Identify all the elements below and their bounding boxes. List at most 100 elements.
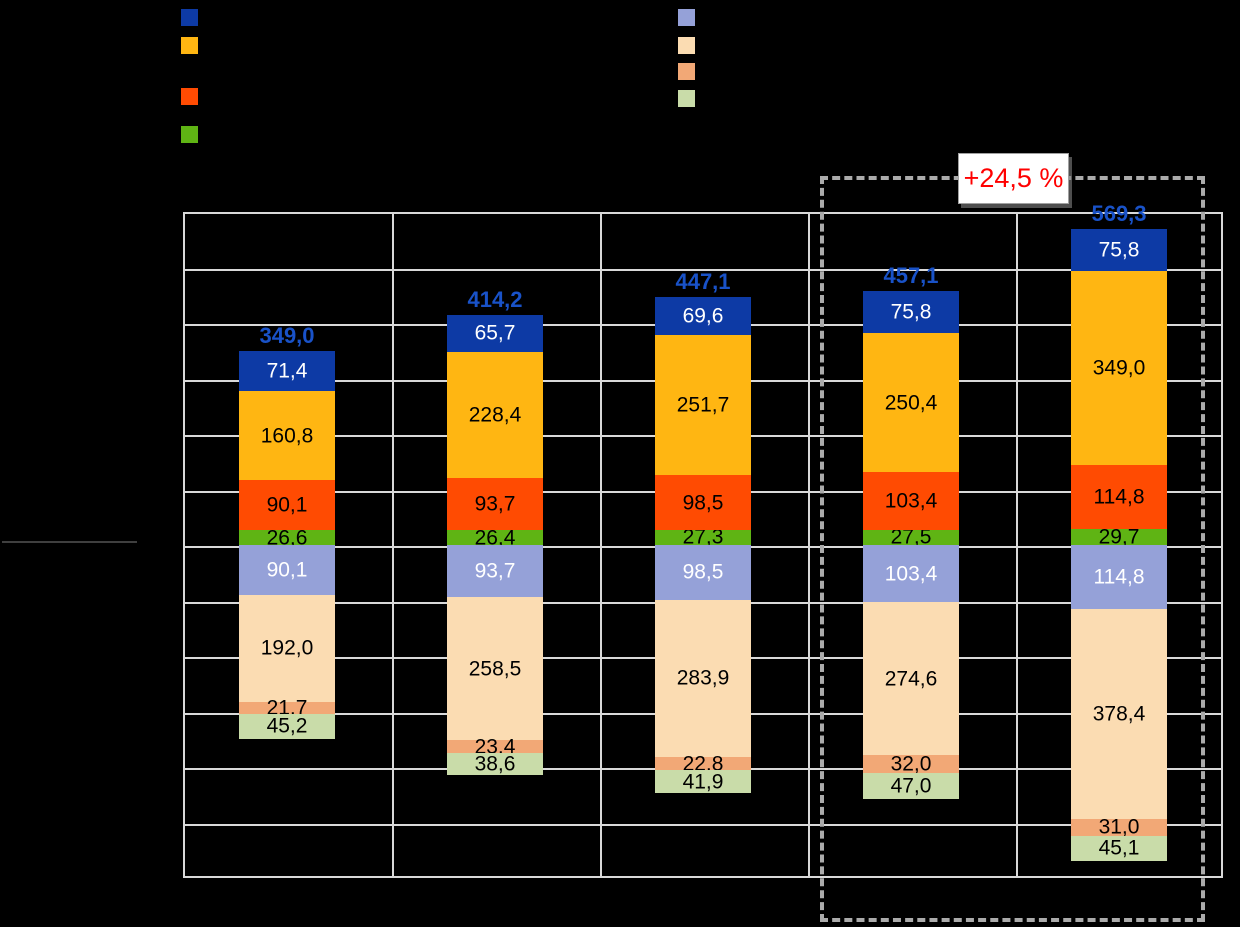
bar-segment-peach: 378,4 bbox=[1071, 608, 1167, 819]
bar-segment-amber: 251,7 bbox=[655, 335, 751, 476]
legend-swatch-amber bbox=[181, 37, 198, 54]
bar-segment-light-green: 45,1 bbox=[1071, 835, 1167, 861]
segment-value-label: 38,6 bbox=[474, 752, 516, 776]
bar-segment-dark-blue: 65,7 bbox=[447, 315, 543, 352]
bar-segment-light-green: 47,0 bbox=[863, 772, 959, 799]
bar-segment-peach: 274,6 bbox=[863, 602, 959, 755]
bar-segment-peach: 283,9 bbox=[655, 599, 751, 758]
segment-value-label: 23,4 bbox=[474, 735, 516, 759]
segment-value-label: 98,5 bbox=[682, 560, 724, 584]
segment-value-label: 349,0 bbox=[1092, 356, 1146, 380]
bar-segment-amber: 349,0 bbox=[1071, 271, 1167, 465]
v-gridline bbox=[600, 214, 602, 876]
segment-value-label: 90,1 bbox=[266, 493, 308, 517]
bar-segment-green: 29,7 bbox=[1071, 525, 1167, 549]
segment-value-label: 69,6 bbox=[682, 304, 724, 328]
segment-value-label: 378,4 bbox=[1092, 702, 1146, 726]
bar-segment-amber: 228,4 bbox=[447, 351, 543, 479]
bar-total-label: 414,2 bbox=[467, 287, 523, 313]
segment-value-label: 45,2 bbox=[266, 714, 308, 738]
legend-swatch-salmon bbox=[678, 63, 695, 80]
bar-segment-salmon: 23,4 bbox=[447, 736, 543, 757]
segment-value-label: 71,4 bbox=[266, 359, 308, 383]
bar-segment-salmon: 21,7 bbox=[239, 697, 335, 718]
bar-segment-lavender: 114,8 bbox=[1071, 545, 1167, 609]
bar-segment-dark-blue: 69,6 bbox=[655, 296, 751, 336]
segment-value-label: 98,5 bbox=[682, 491, 724, 514]
bar-segment-lavender: 90,1 bbox=[239, 545, 335, 595]
legend-swatch-green bbox=[181, 126, 198, 143]
segment-value-label: 45,1 bbox=[1098, 836, 1140, 860]
segment-value-label: 27,3 bbox=[682, 525, 724, 549]
segment-value-label: 114,8 bbox=[1093, 485, 1145, 509]
segment-value-label: 75,8 bbox=[1098, 238, 1140, 262]
v-gridline bbox=[392, 214, 394, 876]
bar-segment-peach: 258,5 bbox=[447, 597, 543, 741]
bar-segment-amber: 160,8 bbox=[239, 390, 335, 481]
segment-value-label: 93,7 bbox=[474, 492, 516, 516]
bar-segment-red-orange: 93,7 bbox=[447, 478, 543, 531]
segment-value-label: 90,1 bbox=[266, 558, 308, 582]
segment-value-label: 41,9 bbox=[682, 770, 724, 793]
segment-value-label: 258,5 bbox=[468, 657, 522, 681]
segment-value-label: 27,5 bbox=[890, 525, 932, 549]
segment-value-label: 114,8 bbox=[1093, 565, 1145, 589]
segment-value-label: 283,9 bbox=[676, 666, 730, 690]
bar-segment-peach: 192,0 bbox=[239, 595, 335, 702]
bar-segment-green: 26,6 bbox=[239, 526, 335, 550]
segment-value-label: 47,0 bbox=[890, 774, 932, 798]
segment-value-label: 29,7 bbox=[1098, 525, 1140, 549]
bar-total-label: 457,1 bbox=[883, 263, 939, 289]
bar-segment-green: 27,5 bbox=[863, 525, 959, 549]
legend-swatch-peach bbox=[678, 37, 695, 54]
bar-segment-green: 26,4 bbox=[447, 526, 543, 550]
segment-value-label: 192,0 bbox=[260, 636, 314, 660]
segment-value-label: 228,4 bbox=[468, 403, 522, 427]
bar-segment-light-green: 41,9 bbox=[655, 769, 751, 794]
segment-value-label: 103,4 bbox=[884, 489, 938, 513]
growth-annotation: +24,5 % bbox=[958, 153, 1069, 204]
bar-segment-lavender: 93,7 bbox=[447, 545, 543, 597]
segment-value-label: 160,8 bbox=[260, 424, 314, 448]
segment-value-label: 31,0 bbox=[1098, 815, 1140, 839]
segment-value-label: 103,4 bbox=[884, 562, 938, 586]
bar-segment-red-orange: 114,8 bbox=[1071, 464, 1167, 529]
highlight-dashed-box bbox=[820, 176, 1205, 922]
v-gridline bbox=[1016, 214, 1018, 876]
bar-segment-dark-blue: 75,8 bbox=[1071, 229, 1167, 272]
segment-value-label: 32,0 bbox=[890, 752, 932, 776]
bar-segment-dark-blue: 71,4 bbox=[239, 351, 335, 391]
bar-segment-red-orange: 103,4 bbox=[863, 472, 959, 530]
legend-swatch-light-green bbox=[678, 90, 695, 107]
bar-segment-dark-blue: 75,8 bbox=[863, 291, 959, 334]
bar-segment-salmon: 31,0 bbox=[1071, 815, 1167, 839]
bar-segment-salmon: 32,0 bbox=[863, 752, 959, 776]
h-gridline bbox=[185, 823, 1221, 826]
legend-swatch-red-orange bbox=[181, 88, 198, 105]
bar-segment-lavender: 103,4 bbox=[863, 545, 959, 603]
bar-segment-red-orange: 90,1 bbox=[239, 480, 335, 531]
segment-value-label: 250,4 bbox=[884, 391, 938, 415]
segment-value-label: 26,6 bbox=[266, 526, 308, 550]
segment-value-label: 251,7 bbox=[676, 393, 730, 417]
bar-segment-lavender: 98,5 bbox=[655, 545, 751, 600]
bar-total-label: 569,3 bbox=[1091, 201, 1147, 227]
segment-value-label: 21,7 bbox=[266, 696, 308, 720]
bar-segment-light-green: 38,6 bbox=[447, 752, 543, 776]
bar-segment-green: 27,3 bbox=[655, 525, 751, 549]
v-gridline bbox=[808, 214, 810, 876]
segment-value-label: 274,6 bbox=[884, 667, 938, 691]
bar-segment-salmon: 22,8 bbox=[655, 753, 751, 774]
bar-segment-light-green: 45,2 bbox=[239, 713, 335, 739]
bar-total-label: 349,0 bbox=[259, 323, 315, 349]
segment-value-label: 75,8 bbox=[890, 300, 932, 324]
segment-value-label: 22,8 bbox=[682, 752, 724, 776]
bar-total-label: 447,1 bbox=[675, 268, 731, 294]
segment-value-label: 26,4 bbox=[474, 526, 516, 550]
legend-swatch-dark-blue bbox=[181, 9, 198, 26]
bar-segment-red-orange: 98,5 bbox=[655, 475, 751, 530]
h-gridline bbox=[185, 268, 1221, 271]
segment-value-label: 93,7 bbox=[474, 559, 516, 583]
segment-value-label: 65,7 bbox=[474, 321, 516, 345]
